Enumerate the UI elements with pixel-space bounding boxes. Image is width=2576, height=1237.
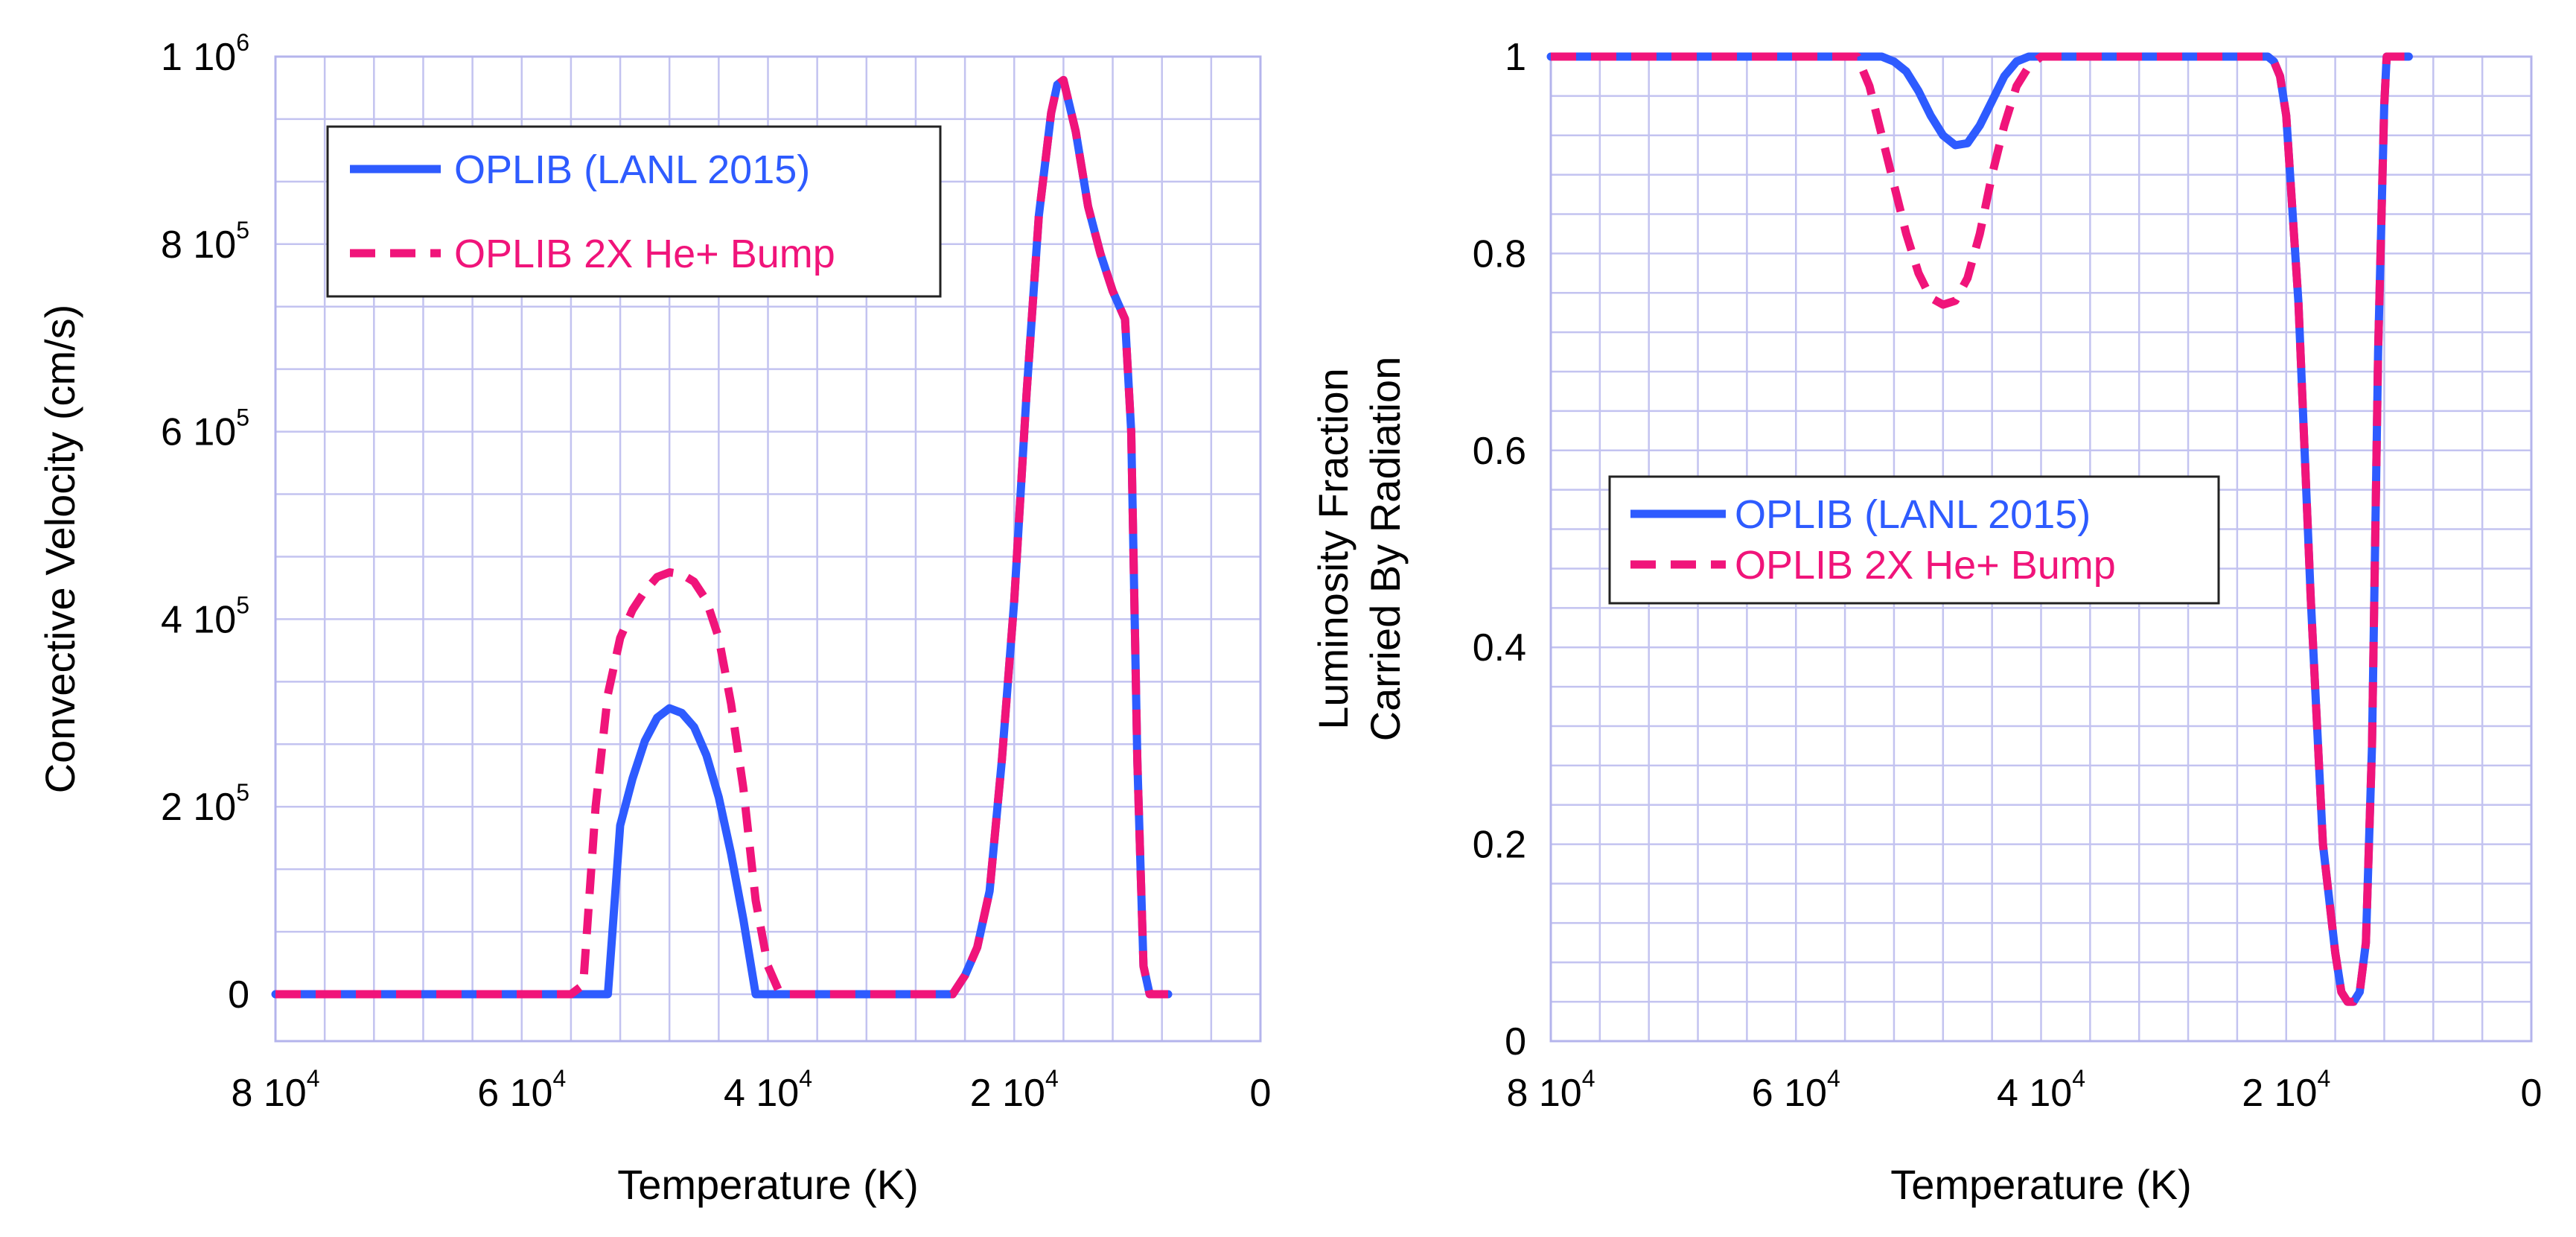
x-tick-label: 0	[1250, 1072, 1272, 1115]
y-axis-label-line-2: Carried By Radiation	[1362, 357, 1409, 742]
y-tick-label-mantissa: 8 10	[161, 223, 236, 267]
y-tick-label-mantissa: 4 10	[161, 598, 236, 641]
x-tick-label: 8 104	[1506, 1065, 1595, 1115]
y-tick-label: 1	[1505, 36, 1526, 79]
x-tick-label-mantissa: 6 10	[477, 1072, 552, 1115]
legend-label: OPLIB 2X He+ Bump	[1735, 543, 2116, 588]
x-tick-label-mantissa: 6 10	[1752, 1072, 1827, 1115]
x-tick-label-exponent: 4	[2317, 1065, 2330, 1092]
legend-label: OPLIB (LANL 2015)	[1735, 492, 2091, 537]
x-tick-label-mantissa: 2 10	[970, 1072, 1045, 1115]
y-tick-label-mantissa: 0.8	[1473, 232, 1526, 276]
y-tick-label: 0.8	[1473, 232, 1526, 276]
legend-label: OPLIB (LANL 2015)	[454, 147, 810, 192]
legend-box	[326, 125, 942, 298]
y-tick-label: 0	[228, 973, 249, 1017]
x-tick-label-mantissa: 0	[1250, 1072, 1272, 1115]
series-line-oplib-lanl-2015	[1546, 52, 2413, 1006]
y-tick-label-mantissa: 6 10	[161, 411, 236, 454]
y-tick-label: 2 105	[161, 779, 249, 829]
y-tick-label-exponent: 6	[236, 29, 249, 56]
y-tick-label: 4 105	[161, 591, 249, 641]
y-tick-label-exponent: 5	[236, 404, 249, 431]
x-tick-label-mantissa: 4 10	[1997, 1072, 2072, 1115]
plot-frame	[274, 55, 1262, 1043]
x-tick-label: 2 104	[970, 1065, 1059, 1115]
y-tick-label-mantissa: 0.4	[1473, 626, 1526, 670]
x-axis-label: Temperature (K)	[617, 1161, 919, 1208]
y-tick-label-exponent: 5	[236, 217, 249, 244]
x-tick-label: 6 104	[1752, 1065, 1840, 1115]
y-tick-label-mantissa: 1 10	[161, 36, 236, 79]
y-tick-label: 0.2	[1473, 824, 1526, 867]
x-tick-label: 6 104	[477, 1065, 566, 1115]
y-tick-label-mantissa: 2 10	[161, 786, 236, 829]
chart-luminosity-fraction: 8 104 6 104 4 104 2 104 010.80.60.40.20Tempe…	[1310, 36, 2542, 1208]
y-tick-label-mantissa: 1	[1505, 36, 1526, 79]
x-tick-label: 4 104	[1997, 1065, 2085, 1115]
legend: OPLIB (LANL 2015) OPLIB 2X He+ Bump	[1608, 475, 2220, 605]
y-tick-label: 0.4	[1473, 626, 1526, 670]
y-tick-label: 0	[1505, 1020, 1526, 1063]
x-axis-label: Temperature (K)	[1890, 1161, 2192, 1208]
legend-box	[1608, 475, 2220, 605]
x-tick-label: 2 104	[2242, 1065, 2330, 1115]
x-tick-label-mantissa: 0	[2521, 1072, 2542, 1115]
legend: OPLIB (LANL 2015) OPLIB 2X He+ Bump	[326, 125, 942, 298]
x-tick-label-mantissa: 8 10	[1506, 1072, 1581, 1115]
x-tick-label: 0	[2521, 1072, 2542, 1115]
x-tick-label-exponent: 4	[552, 1065, 566, 1092]
x-tick-label-mantissa: 8 10	[231, 1072, 306, 1115]
y-tick-label-mantissa: 0.6	[1473, 430, 1526, 473]
x-tick-label-mantissa: 2 10	[2242, 1072, 2317, 1115]
x-tick-label-exponent: 4	[1045, 1065, 1059, 1092]
x-tick-label-exponent: 4	[799, 1065, 812, 1092]
y-tick-label-mantissa: 0.2	[1473, 824, 1526, 867]
x-tick-label-exponent: 4	[1827, 1065, 1840, 1092]
series-line-oplib-2x-he-bump	[275, 76, 1168, 999]
y-tick-label: 8 105	[161, 217, 249, 267]
y-tick-label: 6 105	[161, 404, 249, 454]
y-tick-label: 0.6	[1473, 430, 1526, 473]
x-tick-label-exponent: 4	[2072, 1065, 2085, 1092]
y-tick-label: 1 106	[161, 29, 249, 79]
legend-label: OPLIB 2X He+ Bump	[454, 232, 835, 276]
x-tick-label: 4 104	[724, 1065, 812, 1115]
series-line-oplib-2x-he-bump	[1551, 52, 2409, 1006]
x-tick-label: 8 104	[231, 1065, 319, 1115]
y-tick-label-mantissa: 0	[1505, 1020, 1526, 1063]
x-tick-label-mantissa: 4 10	[724, 1072, 799, 1115]
y-tick-label-exponent: 5	[236, 779, 249, 806]
x-tick-label-exponent: 4	[1582, 1065, 1595, 1092]
y-axis-label: Convective Velocity (cm/s)	[36, 305, 83, 794]
y-tick-label-mantissa: 0	[228, 973, 249, 1017]
x-tick-label-exponent: 4	[307, 1065, 320, 1092]
y-tick-label-exponent: 5	[236, 591, 249, 618]
y-axis-label: Luminosity Fraction	[1310, 368, 1356, 730]
